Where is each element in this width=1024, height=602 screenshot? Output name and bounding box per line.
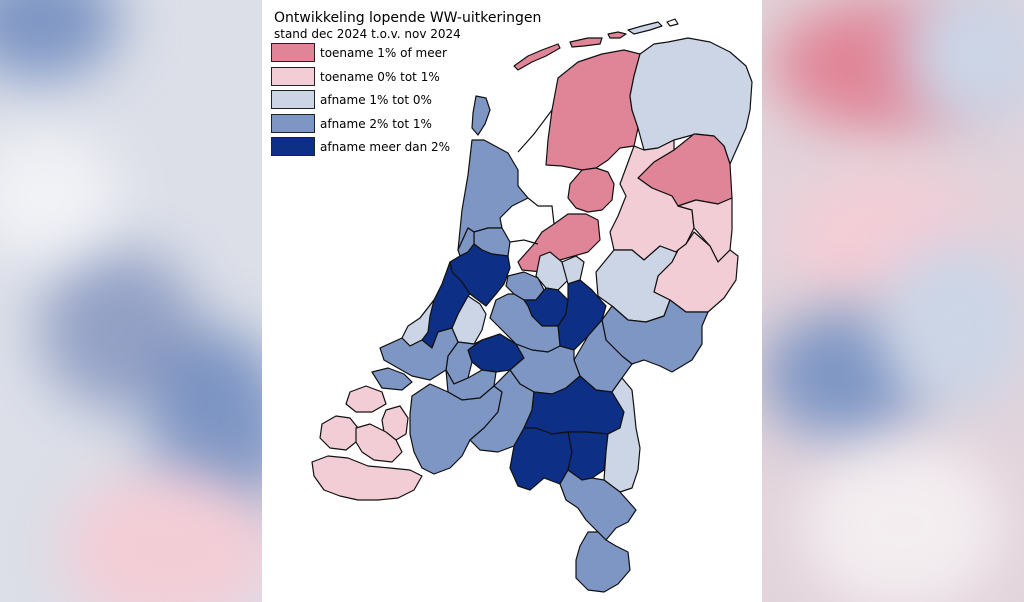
region-midden-limburg: [559, 469, 637, 541]
ijsselmeer-shore: [527, 197, 555, 225]
legend-swatch: [271, 137, 315, 156]
afsluitdijk-water: [517, 109, 553, 153]
legend-label: afname 2% tot 1%: [320, 116, 432, 131]
markermeer-shore: [509, 239, 539, 245]
map-subtitle: stand dec 2024 t.o.v. nov 2024: [274, 27, 461, 41]
wadden-island-terschelling: [569, 37, 603, 48]
region-stedendriehoek: [557, 279, 607, 351]
region-rijnmond: [379, 327, 459, 381]
region-zeeuws-vlaanderen: [311, 455, 423, 501]
map-card: Ontwikkeling lopende WW-uitkeringen stan…: [262, 0, 762, 602]
region-zeeland-schouwen: [345, 385, 387, 413]
blurred-background-left: [0, 0, 262, 602]
region-zeeland-walcheren: [319, 415, 359, 451]
legend-swatch: [271, 90, 315, 109]
region-midden-brabant: [469, 369, 535, 453]
legend-label: toename 1% of meer: [320, 46, 447, 60]
wadden-island-rottumeroog: [666, 18, 679, 27]
wadden-island-ameland: [607, 31, 627, 39]
region-zeeland-tholen: [381, 405, 409, 441]
region-zeeland-bevelanden: [355, 423, 403, 463]
legend-label: afname meer dan 2%: [320, 140, 451, 154]
region-friesland: [545, 49, 641, 171]
legend-swatch: [271, 43, 315, 62]
blurred-background-right: [762, 0, 1024, 602]
map-title: Ontwikkeling lopende WW-uitkeringen: [274, 10, 542, 26]
region-noord-holland-noord: [457, 139, 529, 251]
wadden-island-schiermonnikoog: [627, 21, 663, 35]
region-goeree-overflakkee: [371, 367, 413, 391]
legend-swatch: [271, 66, 315, 86]
legend-label: afname 1% tot 0%: [320, 93, 432, 107]
wadden-island-texel: [471, 95, 491, 136]
netherlands-map: [311, 18, 753, 593]
wadden-island-vlieland: [513, 43, 561, 71]
region-noordoostpolder: [567, 167, 615, 213]
region-lelystad-strook: [561, 255, 585, 285]
region-midden-utrecht: [489, 293, 561, 353]
legend-swatch: [271, 113, 315, 133]
region-helmond-de-peel: [567, 431, 609, 481]
legend-label: toename 0% tot 1%: [320, 69, 440, 84]
region-zuid-limburg: [575, 531, 631, 593]
